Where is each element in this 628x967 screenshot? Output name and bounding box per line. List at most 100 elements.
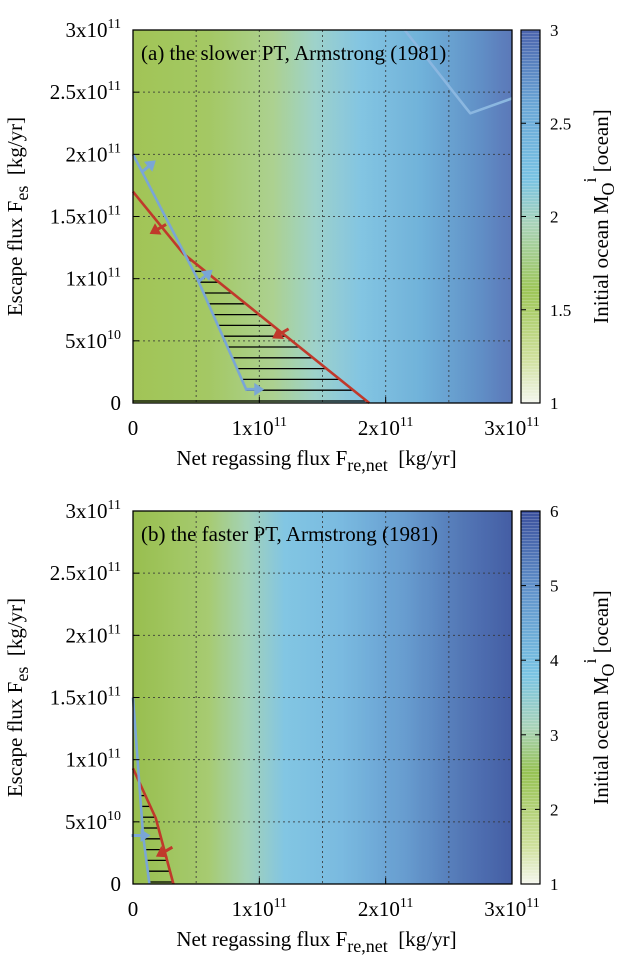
colorbar: 1 1.5 2 2.5 3 Initial ocean MOi [ocean] (520, 21, 618, 413)
colorbar-banding (521, 511, 540, 884)
flow-arrow-head (155, 846, 168, 858)
flow-arrow (131, 829, 151, 843)
panel-title: (a) the slower PT, Armstrong (1981) (141, 41, 446, 65)
colorbar-label: Initial ocean MOi [ocean] (580, 109, 618, 324)
y-axis-label-unit: [kg/yr] (3, 117, 27, 175)
flow-arrow-head (200, 269, 213, 282)
colorbar-tick-label: 2 (550, 208, 559, 227)
y-tick-label: 1.5x1011 (50, 685, 121, 710)
y-tick-mantissa: 1x10 (66, 748, 108, 772)
y-tick-mantissa: 2x10 (66, 142, 108, 166)
x-tick-mantissa: 2x10 (358, 416, 400, 440)
y-tick-label: 0 (111, 391, 122, 415)
y-tick-mantissa: 0 (111, 391, 122, 415)
y-tick-mantissa: 0 (111, 872, 122, 896)
x-tick-exponent: 11 (526, 415, 539, 430)
x-tick-label: 1x1011 (232, 896, 287, 921)
y-tick-label: 2x1011 (66, 141, 121, 166)
colorbar-frame (520, 510, 541, 885)
y-tick-mantissa: 2x10 (66, 623, 108, 647)
y-tick-label: 5x1010 (65, 809, 121, 834)
y-tick-mantissa: 3x10 (66, 18, 108, 42)
x-axis-label-subscript: re,net (347, 455, 387, 475)
y-tick-mantissa: 2.5x10 (50, 80, 108, 104)
colorbar-label-subscript: O (598, 182, 618, 195)
y-tick-label: 1.5x1011 (50, 204, 121, 229)
y-tick-label: 1x1011 (66, 747, 121, 772)
y-tick-exponent: 10 (107, 328, 121, 343)
y-tick-label: 2.5x1011 (50, 560, 121, 585)
y-axis-label-subscript: es (12, 667, 32, 682)
y-tick-exponent: 11 (108, 17, 121, 32)
panel-b: (b) the faster PT, Armstrong (1981) 0 1x10… (3, 498, 618, 956)
blue-contour-upper-line (403, 29, 513, 115)
x-tick-label: 0 (128, 416, 139, 440)
colorbar-label-superscript: i (580, 177, 600, 182)
colorbar-tick-label: 5 (550, 577, 559, 596)
x-tick-mantissa: 3x10 (484, 416, 526, 440)
panel-a: (a) the slower PT, Armstrong (1981) 0 1x10… (3, 17, 618, 475)
y-axis-label: Escape flux Fes [kg/yr] (3, 117, 32, 316)
colorbar-label-unit: [ocean] (589, 109, 613, 172)
colorbar-tick-label: 4 (550, 651, 559, 670)
x-tick-label: 3x1011 (484, 896, 539, 921)
colorbar-label-unit: [ocean] (589, 590, 613, 653)
x-tick-label: 2x1011 (358, 896, 413, 921)
x-tick-label: 3x1011 (484, 415, 539, 440)
colorbar-tick-label: 2.5 (550, 114, 571, 133)
y-tick-exponent: 11 (108, 560, 121, 575)
x-tick-mantissa: 0 (128, 416, 139, 440)
y-tick-mantissa: 2.5x10 (50, 561, 108, 585)
y-tick-label: 3x1011 (66, 498, 121, 523)
y-axis-label: Escape flux Fes [kg/yr] (3, 598, 32, 797)
x-tick-mantissa: 0 (128, 897, 139, 921)
flow-arrow-head (143, 160, 156, 172)
hatched-region (139, 784, 173, 883)
colorbar-tick-label: 1 (550, 394, 559, 413)
flow-arrow-head (149, 223, 162, 235)
x-tick-exponent: 11 (400, 415, 413, 430)
x-tick-mantissa: 3x10 (484, 897, 526, 921)
x-axis-label-main: Net regassing flux F (176, 446, 347, 470)
x-axis-label: Net regassing flux Fre,net [kg/yr] (176, 927, 456, 956)
y-tick-exponent: 11 (108, 498, 121, 513)
y-tick-exponent: 11 (108, 266, 121, 281)
y-tick-label: 3x1011 (66, 17, 121, 42)
y-tick-exponent: 11 (108, 622, 121, 637)
colorbar-label-main: Initial ocean M (589, 676, 613, 805)
y-tick-mantissa: 5x10 (65, 329, 107, 353)
y-tick-label: 5x1010 (65, 328, 121, 353)
y-tick-exponent: 11 (108, 204, 121, 219)
x-tick-label: 0 (128, 897, 139, 921)
colorbar-tick-label: 1 (550, 875, 559, 894)
flow-arrow-head (272, 327, 285, 340)
x-tick-label: 2x1011 (358, 415, 413, 440)
y-tick-mantissa: 1x10 (66, 267, 108, 291)
y-tick-exponent: 11 (108, 747, 121, 762)
flow-arrow (149, 223, 167, 235)
x-tick-mantissa: 1x10 (232, 897, 274, 921)
hatched-region (133, 259, 367, 402)
x-tick-exponent: 11 (274, 896, 287, 911)
y-tick-label: 2x1011 (66, 622, 121, 647)
colorbar-tick-label: 3 (550, 21, 559, 40)
colorbar-tick-label: 3 (550, 726, 559, 745)
y-tick-label: 1x1011 (66, 266, 121, 291)
y-axis-label-main: Escape flux F (3, 682, 27, 797)
x-axis-label-unit: [kg/yr] (398, 927, 456, 951)
colorbar-tick-label: 2 (550, 800, 559, 819)
colorbar-tick-label: 1.5 (550, 301, 571, 320)
flow-arrow (245, 382, 265, 396)
colorbar-label-superscript: i (580, 658, 600, 663)
colorbar: 1 2 3 4 5 6 Initial ocean MOi [ocean] (520, 502, 618, 894)
y-tick-exponent: 11 (108, 79, 121, 94)
y-axis-label-subscript: es (12, 186, 32, 201)
flow-arrow (272, 327, 290, 340)
flow-arrow (155, 845, 174, 858)
spacer (388, 446, 399, 470)
blue-boundary-line (131, 153, 248, 392)
flow-arrow (197, 269, 213, 284)
flow-arrow (140, 160, 156, 174)
y-tick-mantissa: 1.5x10 (50, 686, 108, 710)
